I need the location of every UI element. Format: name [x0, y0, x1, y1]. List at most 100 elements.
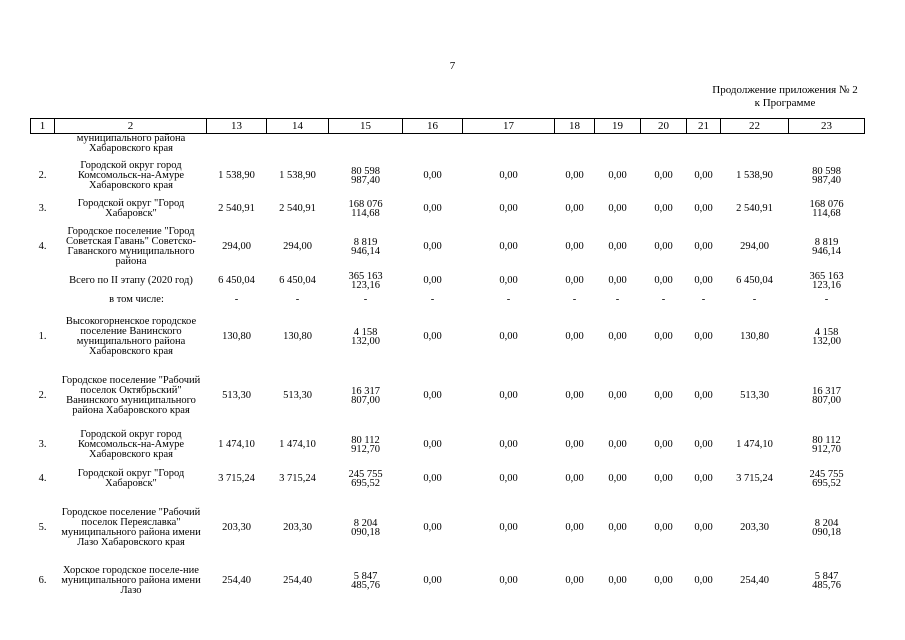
- cell-c16: 0,00: [423, 170, 442, 181]
- cell-c23-line-1: 168 076: [809, 198, 844, 210]
- cell-c16: 0,00: [423, 439, 442, 450]
- cell-c22: 130,80: [740, 331, 769, 342]
- cell-c13: -: [234, 294, 239, 305]
- row-name: Городское поселение "Город Советская Гав…: [65, 226, 196, 267]
- cell-c17: 0,00: [499, 439, 518, 450]
- cell-c15-line-2: 987,40: [351, 174, 380, 186]
- cell-c19: 0,00: [608, 439, 627, 450]
- cell-c20: -: [661, 294, 666, 305]
- cell-c22: 1 474,10: [736, 439, 773, 450]
- cell-c19: 0,00: [608, 473, 627, 484]
- cell-c15-line-1: 4 158: [353, 326, 378, 338]
- table-row: 6. Хорское городское поселе-ние муниципал…: [31, 562, 865, 600]
- cell-c23: 8 204 090,18: [789, 494, 865, 562]
- page-number: 7: [449, 60, 456, 72]
- header-cell: 17: [462, 118, 555, 134]
- cell-c23: 80 112 912,70: [789, 426, 865, 464]
- cell-c15-line-2: 132,00: [351, 335, 380, 347]
- cell-c20: 0,00: [654, 203, 673, 214]
- row-index: 2.: [38, 170, 47, 181]
- cell-c13: 2 540,91: [218, 203, 255, 214]
- cell-c14: 130,80: [283, 331, 312, 342]
- cell-c21: 0,00: [694, 439, 713, 450]
- cell-c16: 0,00: [423, 241, 442, 252]
- cell-c15-line-1: 8 819: [353, 236, 378, 248]
- cell-c23-line-2: 090,18: [812, 526, 841, 538]
- cell-c23: 365 163 123,16: [789, 270, 865, 292]
- cell-c21: 0,00: [694, 241, 713, 252]
- cell-c13: 130,80: [222, 331, 251, 342]
- cell-c23-line-1: 16 317: [812, 385, 841, 397]
- cell-c15-line-1: 8 204: [353, 517, 378, 529]
- cell-c23-line-1: -: [824, 294, 829, 305]
- caption-line-2: к Программе: [754, 97, 816, 109]
- cell-c18: 0,00: [565, 331, 584, 342]
- cell-c17: 0,00: [499, 170, 518, 181]
- cell-c22: 3 715,24: [736, 473, 773, 484]
- cell-c22: 2 540,91: [736, 203, 773, 214]
- cell-c23-line-1: 4 158: [814, 326, 839, 338]
- cell-c21: 0,00: [694, 331, 713, 342]
- cell-c14: 1 474,10: [279, 439, 316, 450]
- header-cell: 19: [594, 118, 641, 134]
- row-index: 3.: [38, 203, 47, 214]
- cell-c14: -: [295, 294, 300, 305]
- cell-c23-line-2: 123,16: [812, 279, 841, 291]
- cell-c16: 0,00: [423, 575, 442, 586]
- row-index: [31, 292, 55, 308]
- cell-c19: 0,00: [608, 170, 627, 181]
- row-name: Городское поселение "Рабочий поселок Пер…: [61, 507, 201, 548]
- cell-c13: 3 715,24: [218, 473, 255, 484]
- cell-c20: 0,00: [654, 522, 673, 533]
- cell-c15-line-2: 946,14: [351, 245, 380, 257]
- cell-c22: 6 450,04: [736, 275, 773, 286]
- cell-c14: 3 715,24: [279, 473, 316, 484]
- caption-line-1: Продолжение приложения № 2: [712, 84, 858, 96]
- table-row: 4. Городское поселение "Город Советская Г…: [31, 224, 865, 270]
- header-row: 1 2 13 14 15 16 17 18 19 20 21 22 23: [30, 118, 865, 134]
- row-name: Городское поселение "Рабочий поселок Окт…: [61, 375, 201, 416]
- appendix-caption: Продолжение приложения № 2 к Программе: [690, 84, 880, 110]
- cell-c20: 0,00: [654, 331, 673, 342]
- cell-c19: 0,00: [608, 241, 627, 252]
- row-name: Городской округ город Комсомольск-на-Аму…: [77, 429, 185, 460]
- cell-c14: 254,40: [283, 575, 312, 586]
- cell-c19: 0,00: [608, 390, 627, 401]
- header-cell: 23: [788, 118, 865, 134]
- cell-c15-line-1: 5 847: [353, 570, 378, 582]
- header-cell: 21: [686, 118, 721, 134]
- cell-c17: -: [506, 294, 511, 305]
- empty-cells: [207, 134, 865, 159]
- cell-c20: 0,00: [654, 170, 673, 181]
- row-name: Хорское городское поселе-ние муниципальн…: [61, 565, 201, 596]
- row-index: 4.: [38, 473, 47, 484]
- header-cell: 2: [54, 118, 207, 134]
- header-cell: 1: [30, 118, 55, 134]
- cell-c23-line-2: 485,76: [812, 579, 841, 591]
- row-name: в том числе:: [109, 294, 164, 305]
- cell-c23-line-1: 245 755: [809, 468, 844, 480]
- table-row: 2. Городское поселение "Рабочий поселок О…: [31, 366, 865, 426]
- cell-c20: 0,00: [654, 575, 673, 586]
- cell-c17: 0,00: [499, 241, 518, 252]
- cell-c13: 254,40: [222, 575, 251, 586]
- table-row: 3. Городской округ "Город Хабаровск" 2 540…: [31, 194, 865, 224]
- header-cell: 13: [206, 118, 267, 134]
- cell-c14: 294,00: [283, 241, 312, 252]
- cell-c15-line-2: 807,00: [351, 394, 380, 406]
- cell-c19: 0,00: [608, 522, 627, 533]
- row-index: 5.: [38, 522, 47, 533]
- row-index: [31, 134, 55, 159]
- cell-c18: 0,00: [565, 575, 584, 586]
- cell-c13: 513,30: [222, 390, 251, 401]
- cell-c23-line-1: 365 163: [809, 270, 844, 282]
- cell-c23-line-1: 80 598: [812, 165, 841, 177]
- cell-c15: 365 163 123,16: [329, 270, 403, 292]
- cell-c14: 1 538,90: [279, 170, 316, 181]
- cell-c15: 8 204 090,18: [329, 494, 403, 562]
- cell-c14: 6 450,04: [279, 275, 316, 286]
- cell-c23: 245 755 695,52: [789, 464, 865, 494]
- row-name: Всего по II этапу (2020 год): [69, 275, 193, 286]
- header-cell: 15: [328, 118, 403, 134]
- cell-c19: 0,00: [608, 331, 627, 342]
